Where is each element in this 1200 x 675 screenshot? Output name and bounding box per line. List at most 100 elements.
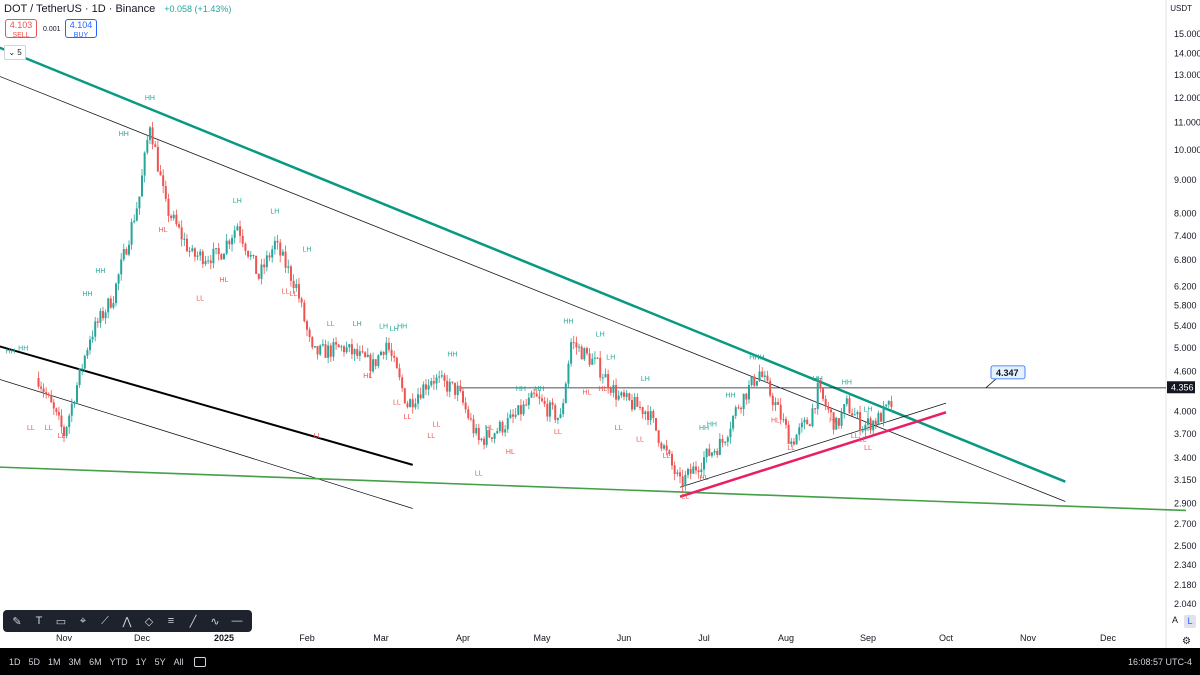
candle-body: [247, 250, 250, 257]
timeframe-3m[interactable]: 3M: [68, 656, 82, 667]
candle-body: [811, 408, 814, 427]
sell-button[interactable]: 4.103 SELL: [5, 19, 37, 39]
price-tick-label: 3.150: [1174, 475, 1197, 485]
candle-body: [295, 284, 298, 288]
candle-body: [199, 251, 202, 256]
price-tick-label: 5.400: [1174, 321, 1197, 331]
candle-body: [125, 249, 128, 255]
candle-body: [705, 448, 708, 458]
candle-body: [556, 417, 559, 420]
candle-body: [303, 302, 306, 322]
timeframe-5d[interactable]: 5D: [28, 656, 41, 667]
text-icon[interactable]: T: [35, 615, 43, 627]
indicators-toggle[interactable]: ⌄ 5: [4, 45, 26, 60]
position-icon[interactable]: ≡: [167, 615, 175, 627]
trendline[interactable]: [679, 402, 947, 488]
candle-body: [506, 418, 509, 430]
candle-body: [564, 383, 567, 404]
candle-body: [185, 238, 188, 252]
candle-body: [848, 398, 851, 414]
candle-body: [612, 385, 615, 393]
price-tick-label: 3.700: [1174, 429, 1197, 439]
brush-icon[interactable]: ✎: [12, 615, 22, 628]
swing-label: HH: [447, 352, 457, 359]
candle-body: [42, 388, 45, 393]
time-axis[interactable]: Nov Dec 2025 Feb Mar Apr May Jun Jul Aug Sep Oct Nov…: [56, 633, 1117, 643]
auto-scale-button[interactable]: A: [1172, 615, 1179, 625]
settings-icon[interactable]: ⚙: [1182, 636, 1191, 647]
candle-body: [102, 311, 104, 319]
symbol-title[interactable]: DOT / TetherUS · 1D · Binance: [4, 3, 156, 15]
time-tick-label: Apr: [456, 633, 470, 643]
note-icon[interactable]: ▭: [55, 615, 67, 628]
callout-box[interactable]: [990, 365, 1026, 380]
swing-label: HH: [707, 421, 717, 428]
trendline[interactable]: [0, 71, 1066, 502]
trendline[interactable]: [0, 42, 1066, 483]
candle-body: [236, 226, 239, 231]
trendlines[interactable]: [0, 42, 1187, 512]
candle-body: [745, 393, 748, 400]
candle-body: [856, 412, 859, 415]
candle-body: [446, 380, 449, 392]
candle-body: [483, 438, 486, 445]
trendline[interactable]: [0, 342, 414, 466]
timeframe-1y[interactable]: 1Y: [135, 656, 147, 667]
pattern-icon[interactable]: ⋀: [122, 615, 132, 628]
hline-icon[interactable]: —: [231, 615, 243, 627]
line-icon[interactable]: ╱: [189, 615, 197, 628]
fib-icon[interactable]: ⟋: [101, 614, 109, 627]
timeframe-all[interactable]: All: [173, 656, 184, 667]
buy-button[interactable]: 4.104 BUY: [65, 19, 97, 39]
currency-selector[interactable]: USDT: [1170, 4, 1192, 13]
candle-body: [578, 346, 581, 348]
clock[interactable]: 16:08:57 UTC-4: [1127, 657, 1192, 667]
candle-body: [47, 394, 50, 396]
candle-body: [604, 374, 607, 378]
candle-body: [435, 377, 438, 384]
timeframe-1d[interactable]: 1D: [9, 656, 21, 667]
candle-body: [191, 248, 194, 251]
calendar-icon[interactable]: [193, 656, 206, 667]
candle-body: [567, 363, 570, 384]
trendline[interactable]: [679, 411, 947, 498]
log-scale-button[interactable]: L: [1184, 615, 1196, 628]
timeframe-5y[interactable]: 5Y: [154, 656, 166, 667]
timeframe-1m[interactable]: 1M: [48, 656, 61, 667]
candle-body: [424, 384, 427, 390]
trendline[interactable]: [0, 466, 1187, 512]
candle-body: [403, 388, 406, 404]
horizontal-line[interactable]: 4.347: [460, 365, 1166, 389]
swing-label: LL: [314, 433, 322, 440]
timeframe-ytd[interactable]: YTD: [109, 656, 128, 667]
candle-body: [306, 321, 308, 330]
candle-body: [575, 342, 578, 348]
candle-body: [308, 329, 311, 337]
candle-body: [631, 400, 633, 410]
last-price-label: 4.356: [1171, 382, 1194, 392]
candle-body: [620, 392, 623, 396]
candle-body: [89, 339, 91, 351]
pin-icon[interactable]: ⌖: [79, 614, 87, 627]
price-axis[interactable]: 15.000 14.000 13.000 12.000 11.000 10.000 9.00…: [1167, 29, 1200, 609]
time-tick-label: Jul: [698, 633, 710, 643]
timeframe-6m[interactable]: 6M: [89, 656, 102, 667]
candle-body: [180, 227, 183, 240]
candle-body: [374, 359, 377, 367]
price-tick-label: 3.400: [1174, 453, 1197, 463]
swing-labels: HHHHLLLLLLLLHHHHHHHHHLLLLHHLLHLLLLLHLLLL…: [5, 95, 872, 500]
candle-body: [52, 402, 55, 409]
candle-body: [687, 468, 689, 475]
candle-body: [827, 406, 830, 410]
candle-body: [332, 342, 335, 357]
candle-body: [829, 409, 832, 413]
trendline[interactable]: [0, 375, 413, 509]
path-icon[interactable]: ∿: [210, 615, 220, 628]
candle-body: [623, 392, 625, 397]
candle-body: [877, 413, 880, 425]
shape-icon[interactable]: ◇: [144, 615, 154, 628]
candle-body: [456, 385, 459, 395]
candle-body: [755, 380, 758, 386]
time-tick-label: Jun: [617, 633, 632, 643]
